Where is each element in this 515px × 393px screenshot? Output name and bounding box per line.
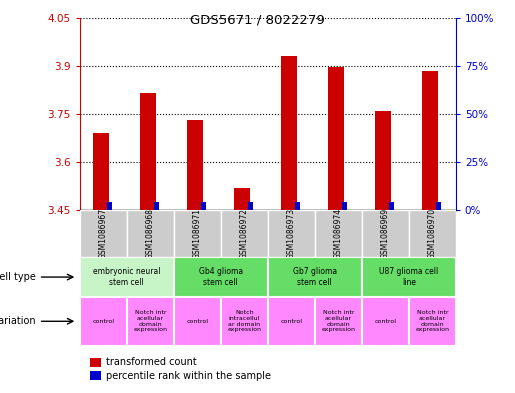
Text: transformed count: transformed count xyxy=(106,357,196,367)
Bar xyxy=(90,371,101,380)
Bar xyxy=(328,68,344,210)
Text: GSM1086972: GSM1086972 xyxy=(240,208,249,259)
Text: Gb7 glioma
stem cell: Gb7 glioma stem cell xyxy=(293,267,337,287)
Bar xyxy=(362,297,409,346)
Bar xyxy=(248,202,253,210)
Bar xyxy=(315,297,362,346)
Text: control: control xyxy=(186,319,208,324)
Text: control: control xyxy=(92,319,114,324)
Bar xyxy=(174,257,268,297)
Text: GSM1086970: GSM1086970 xyxy=(428,208,437,259)
Bar xyxy=(281,56,297,210)
Bar xyxy=(268,210,315,257)
Bar xyxy=(93,133,109,210)
Text: GDS5671 / 8022279: GDS5671 / 8022279 xyxy=(190,14,325,27)
Text: control: control xyxy=(280,319,302,324)
Bar xyxy=(153,202,159,210)
Bar xyxy=(174,297,221,346)
Bar xyxy=(268,257,362,297)
Text: GSM1086971: GSM1086971 xyxy=(193,208,202,259)
Bar xyxy=(409,210,456,257)
Text: Notch
intracellul
ar domain
expression: Notch intracellul ar domain expression xyxy=(227,310,261,332)
Text: GSM1086974: GSM1086974 xyxy=(334,208,343,259)
Bar xyxy=(362,257,456,297)
Bar xyxy=(268,297,315,346)
Bar xyxy=(234,188,250,210)
Bar xyxy=(174,210,221,257)
Bar xyxy=(80,297,127,346)
Text: GSM1086968: GSM1086968 xyxy=(146,208,155,259)
Text: Notch intr
acellular
domain
expression: Notch intr acellular domain expression xyxy=(321,310,355,332)
Text: Notch intr
acellular
domain
expression: Notch intr acellular domain expression xyxy=(415,310,449,332)
Bar xyxy=(409,297,456,346)
Text: percentile rank within the sample: percentile rank within the sample xyxy=(106,371,270,381)
Text: GSM1086967: GSM1086967 xyxy=(99,208,108,259)
Bar xyxy=(295,202,300,210)
Bar xyxy=(221,297,268,346)
Bar xyxy=(315,210,362,257)
Text: GSM1086973: GSM1086973 xyxy=(287,208,296,259)
Bar xyxy=(80,210,127,257)
Bar xyxy=(80,257,174,297)
Bar xyxy=(187,120,203,210)
Text: Gb4 glioma
stem cell: Gb4 glioma stem cell xyxy=(199,267,243,287)
Bar xyxy=(422,71,438,210)
Bar xyxy=(341,202,347,210)
Bar xyxy=(221,210,268,257)
Text: GSM1086969: GSM1086969 xyxy=(381,208,390,259)
Bar xyxy=(362,210,409,257)
Bar xyxy=(140,93,156,210)
Text: control: control xyxy=(374,319,396,324)
Bar xyxy=(127,210,174,257)
Bar xyxy=(107,202,112,210)
Bar xyxy=(201,202,206,210)
Bar xyxy=(90,358,101,367)
Text: U87 glioma cell
line: U87 glioma cell line xyxy=(379,267,438,287)
Bar xyxy=(436,202,441,210)
Text: cell type: cell type xyxy=(0,272,36,282)
Text: embryonic neural
stem cell: embryonic neural stem cell xyxy=(93,267,161,287)
Text: Notch intr
acellular
domain
expression: Notch intr acellular domain expression xyxy=(133,310,167,332)
Bar xyxy=(375,111,391,210)
Text: genotype/variation: genotype/variation xyxy=(0,316,36,326)
Bar xyxy=(127,297,174,346)
Bar xyxy=(389,202,394,210)
